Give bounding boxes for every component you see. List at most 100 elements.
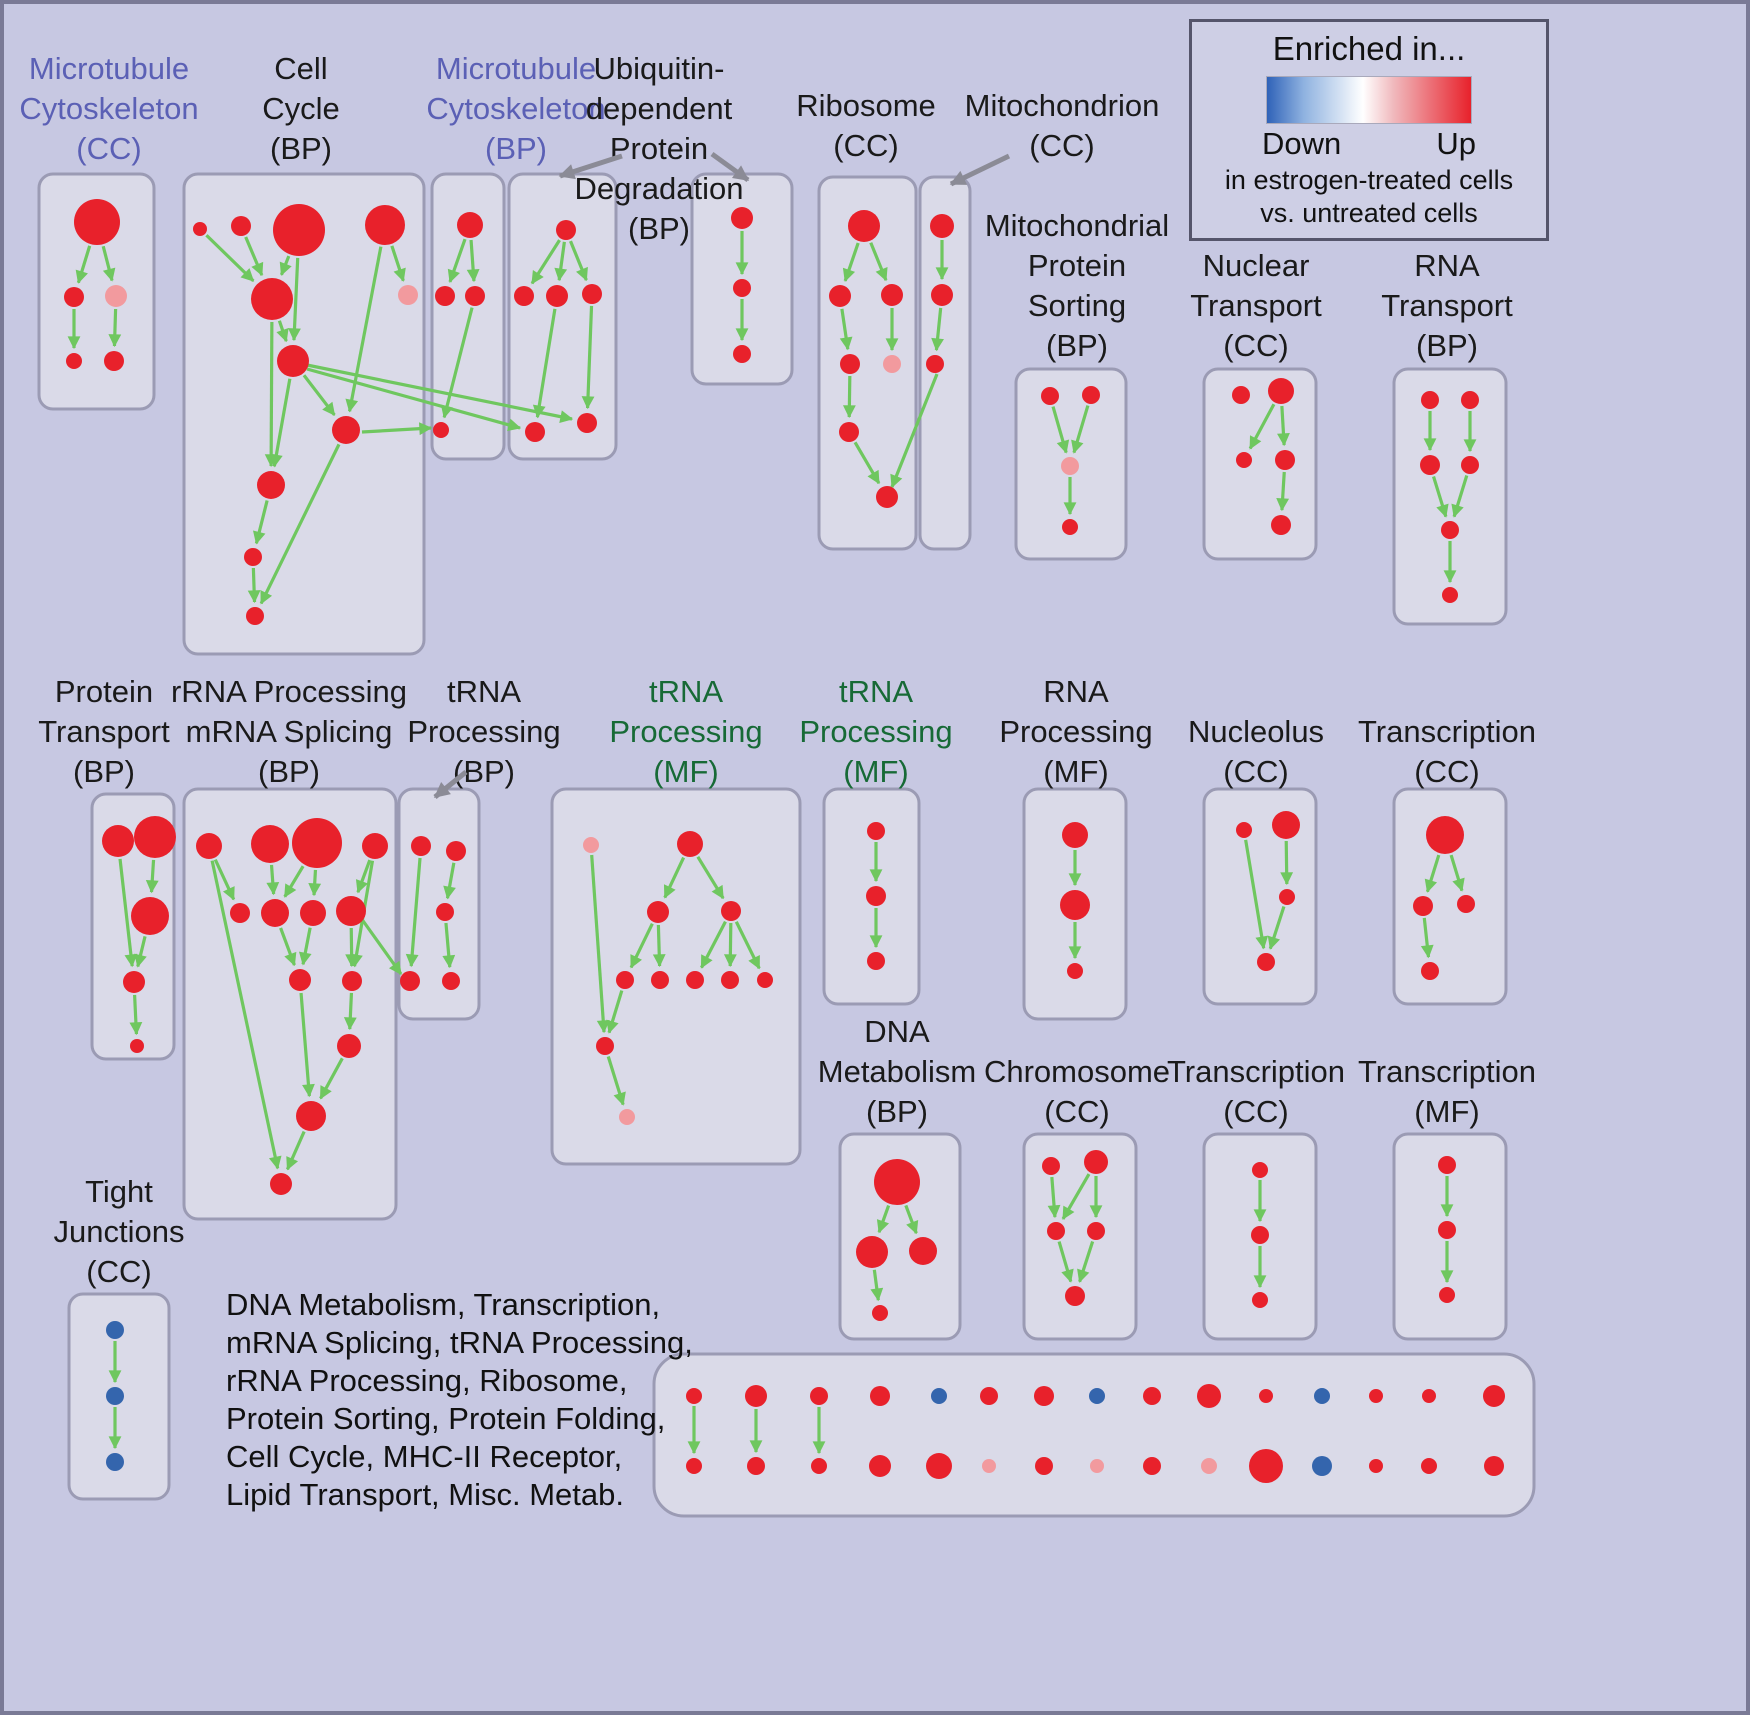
go-term-node	[883, 355, 901, 373]
microtubule-cytoskeleton-cc-label: Microtubule Cytoskeleton (CC)	[19, 51, 198, 166]
edge	[1244, 839, 1269, 950]
edge	[466, 239, 480, 283]
go-term-node	[1438, 1156, 1456, 1174]
go-term-node	[1034, 1386, 1054, 1406]
edge	[606, 990, 624, 1034]
go-term-node	[596, 1037, 614, 1055]
trna-processing-mf-large-label: tRNA Processing (MF)	[609, 674, 762, 789]
legend-gradient-bar	[1266, 76, 1472, 124]
go-term-node	[870, 1386, 890, 1406]
cross-box-edge	[890, 373, 939, 489]
legend-down-label: Down	[1262, 126, 1342, 161]
rrna-processing-mrna-splicing-bp-label: rRNA Processing mRNA Splicing (BP)	[171, 674, 407, 789]
edge	[590, 854, 610, 1034]
go-term-node	[733, 345, 751, 363]
go-term-node	[277, 345, 309, 377]
label-pointer-arrow	[949, 153, 1011, 187]
edge	[288, 257, 301, 342]
edge	[266, 864, 280, 896]
go-term-node	[856, 1236, 888, 1268]
go-term-node	[1084, 1150, 1108, 1174]
go-term-node	[1042, 1157, 1060, 1175]
go-term-node	[261, 899, 289, 927]
go-term-node	[1061, 457, 1079, 475]
go-term-node	[1426, 816, 1464, 854]
transcription-mf-label: Transcription (MF)	[1358, 1054, 1536, 1129]
color-legend: Enriched in... Down Up in estrogen-treat…	[1189, 19, 1549, 241]
go-term-node	[1251, 1226, 1269, 1244]
legend-title: Enriched in...	[1272, 30, 1466, 67]
ribosome-cc-label: Ribosome (CC)	[796, 88, 936, 163]
go-term-node	[436, 903, 454, 921]
mitochondrion-cc-box	[918, 175, 972, 551]
edge	[108, 308, 122, 348]
go-term-node	[721, 971, 739, 989]
go-term-node	[514, 286, 534, 306]
go-term-node	[134, 816, 176, 858]
go-term-node	[982, 1459, 996, 1473]
go-term-node	[123, 971, 145, 993]
edge	[302, 374, 336, 416]
go-term-node	[411, 836, 431, 856]
go-term-node	[616, 971, 634, 989]
edge	[390, 245, 406, 282]
microtubule-cytoskeleton-cc-box	[37, 172, 156, 411]
go-term-node	[1312, 1456, 1332, 1476]
go-term-node	[1441, 521, 1459, 539]
go-term-node	[677, 831, 703, 857]
mitochondrial-protein-sorting-bp-label: Mitochondrial Protein Sorting (BP)	[985, 208, 1169, 363]
go-term-node	[1252, 1162, 1268, 1178]
go-term-node	[1089, 1388, 1105, 1404]
go-term-node	[196, 833, 222, 859]
transcription-cc-lower-label: Transcription (CC)	[1167, 1054, 1345, 1129]
go-term-node	[881, 284, 903, 306]
go-term-node	[1236, 452, 1252, 468]
go-term-node	[105, 285, 127, 307]
go-term-node	[1279, 889, 1295, 905]
go-term-node	[300, 900, 326, 926]
edge	[700, 920, 727, 969]
legend-up-label: Up	[1436, 126, 1476, 161]
legend-scale-labels: Down Up	[1262, 126, 1476, 162]
go-term-node	[1249, 1449, 1283, 1483]
go-term-node	[1090, 1459, 1104, 1473]
nodes-layer	[64, 199, 1505, 1483]
go-enrichment-network-diagram: Microtubule Cytoskeleton (CC) Cell Cycle (BP)…	[19, 51, 1536, 1518]
go-term-node	[686, 1388, 702, 1404]
misc-cluster-label-line: DNA Metabolism, Transcription,	[226, 1287, 661, 1322]
go-term-node	[810, 1387, 828, 1405]
go-term-node	[757, 972, 773, 988]
edge	[1267, 906, 1286, 950]
go-term-node	[1369, 1389, 1383, 1403]
edge	[530, 239, 561, 285]
edge	[696, 855, 725, 900]
edge	[1431, 475, 1449, 518]
go-term-node	[867, 822, 885, 840]
go-term-node	[848, 210, 880, 242]
edge	[723, 922, 737, 968]
tight-junctions-cc-label: Tight Junctions (CC)	[54, 1174, 185, 1289]
microtubule-cytoskeleton-bp-box	[430, 172, 506, 461]
go-term-node	[1259, 1389, 1273, 1403]
go-term-node	[1438, 1221, 1456, 1239]
go-term-node	[1483, 1385, 1505, 1407]
edge	[285, 1130, 306, 1171]
go-term-node	[1060, 890, 1090, 920]
go-term-node	[556, 220, 576, 240]
go-term-node	[839, 422, 859, 442]
edge	[343, 992, 357, 1031]
chromosome-cc-box	[1022, 1132, 1138, 1341]
edge	[244, 236, 264, 277]
go-term-node	[829, 285, 851, 307]
cross-box-edge	[306, 367, 522, 432]
go-term-node	[457, 212, 483, 238]
labels-layer: Microtubule Cytoskeleton (CC) Cell Cycle (BP)…	[19, 51, 1536, 1289]
edge	[554, 241, 568, 282]
go-term-node	[876, 486, 898, 508]
edge	[252, 500, 269, 545]
edge	[276, 320, 289, 343]
go-term-node	[909, 1237, 937, 1265]
go-term-node	[926, 1453, 952, 1479]
edge	[1280, 840, 1294, 886]
trna-processing-mf-small-label: tRNA Processing (MF)	[799, 674, 952, 789]
